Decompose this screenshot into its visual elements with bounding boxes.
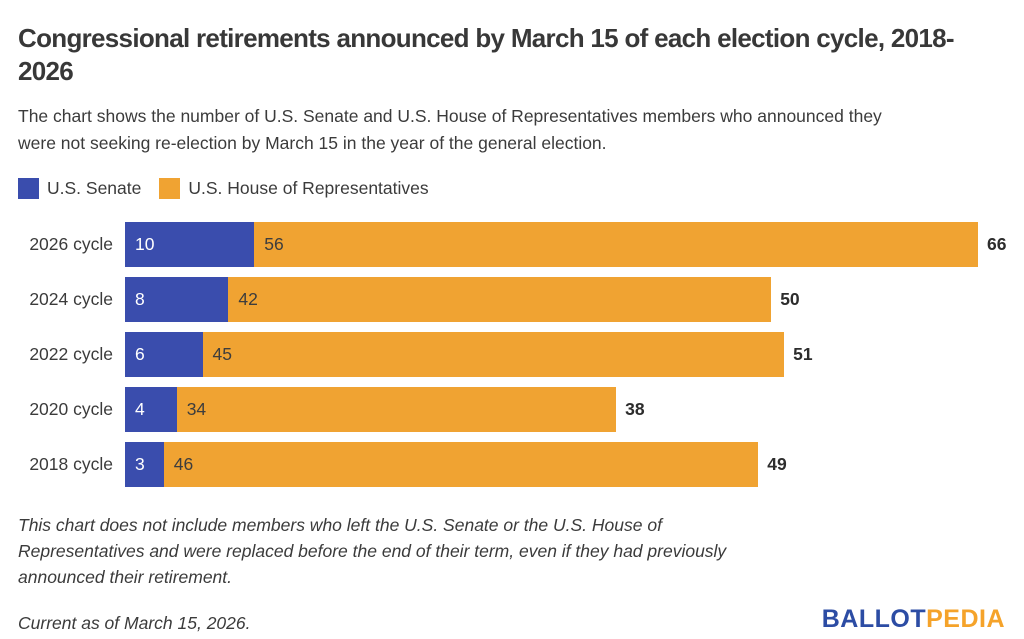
house-value-label: 42	[238, 288, 258, 309]
total-value-label: 66	[987, 233, 1007, 254]
legend-label-senate: U.S. Senate	[47, 177, 142, 198]
chart-footnote: This chart does not include members who …	[18, 514, 727, 587]
senate-bar-segment: 4	[125, 386, 177, 432]
house-bar-segment: 34	[176, 386, 617, 432]
legend-item-house: U.S. House of Representatives	[159, 177, 429, 199]
house-bar-segment: 46	[163, 441, 759, 487]
bar-track: 4 34 38	[125, 386, 978, 432]
total-value-label: 51	[793, 343, 813, 364]
senate-bar-segment: 3	[125, 441, 164, 487]
bar-track: 8 42 50	[125, 276, 978, 322]
logo-ballot-text: BALLOT	[821, 605, 927, 633]
bar-track: 6 45 51	[125, 331, 978, 377]
house-bar-segment: 42	[228, 276, 772, 322]
row-label: 2020 cycle	[29, 398, 113, 419]
senate-value-label: 8	[135, 288, 145, 309]
house-value-label: 45	[212, 343, 232, 364]
bar-track: 3 46 49	[125, 441, 978, 487]
house-value-label: 46	[173, 453, 194, 474]
senate-bar-segment: 8	[125, 276, 229, 322]
senate-value-label: 10	[135, 233, 155, 254]
senate-bar-segment: 10	[125, 221, 255, 267]
senate-value-label: 6	[135, 343, 145, 364]
house-bar-segment: 45	[202, 331, 785, 377]
bottom-row: Current as of March 15, 2026. BALLOTPEDI…	[18, 607, 1005, 634]
bar-track: 10 56 66	[125, 221, 1006, 267]
house-swatch-icon	[159, 177, 181, 199]
legend-label-house: U.S. House of Representatives	[188, 177, 429, 198]
total-value-label: 50	[780, 288, 800, 309]
house-bar-segment: 56	[254, 221, 978, 267]
chart-rows: 2026 cycle 10 56 66 2024 cycle 8 42 50 2…	[18, 221, 1006, 487]
total-value-label: 49	[767, 453, 787, 474]
chart-row: 2024 cycle 8 42 50	[18, 276, 1005, 322]
chart-row: 2020 cycle 4 34 38	[18, 386, 1005, 432]
row-label: 2022 cycle	[29, 343, 113, 364]
total-value-label: 38	[625, 398, 645, 419]
senate-value-label: 4	[135, 398, 145, 419]
chart-row: 2022 cycle 6 45 51	[18, 331, 1005, 377]
chart-row: 2018 cycle 3 46 49	[18, 441, 1005, 487]
current-as-of-text: Current as of March 15, 2026.	[18, 613, 251, 633]
row-label: 2026 cycle	[29, 233, 113, 254]
senate-bar-segment: 6	[125, 331, 203, 377]
legend: U.S. Senate U.S. House of Representative…	[18, 177, 1005, 199]
senate-swatch-icon	[18, 177, 39, 199]
logo-pedia-text: PEDIA	[926, 605, 1005, 633]
page-title: Congressional retirements announced by M…	[18, 23, 955, 86]
chart-subtitle: The chart shows the number of U.S. Senat…	[18, 105, 882, 153]
house-value-label: 56	[264, 233, 284, 254]
row-label: 2024 cycle	[29, 288, 113, 309]
senate-value-label: 3	[135, 453, 145, 474]
legend-item-senate: U.S. Senate	[18, 177, 142, 199]
row-label: 2018 cycle	[29, 453, 113, 474]
ballotpedia-logo: BALLOTPEDIA	[822, 607, 1005, 634]
chart-row: 2026 cycle 10 56 66	[18, 221, 1006, 267]
house-value-label: 34	[186, 398, 207, 419]
